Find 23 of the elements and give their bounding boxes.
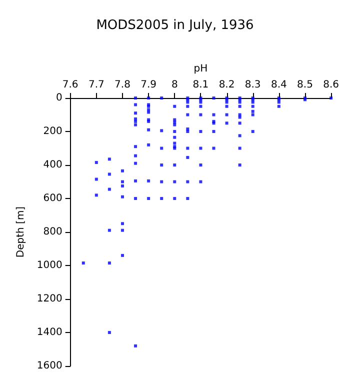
chart-title: MODS2005 in July, 1936 bbox=[96, 18, 254, 33]
y-tick-label: 200 bbox=[43, 126, 62, 137]
y-axis-title: Depth [m] bbox=[16, 206, 26, 258]
y-tick-label: 400 bbox=[43, 160, 62, 170]
y-tick-label: 1200 bbox=[36, 294, 62, 304]
x-tick-label: 7.6 bbox=[62, 80, 78, 90]
x-tick-label: 8.2 bbox=[218, 80, 235, 90]
x-tick-label: 8.4 bbox=[270, 80, 287, 90]
y-tick-label: 1600 bbox=[36, 360, 62, 372]
x-tick-label: 8.5 bbox=[297, 80, 313, 90]
y-tick-label: 0 bbox=[56, 92, 62, 104]
x-tick-label: 7.8 bbox=[114, 80, 130, 90]
x-tick-label: 7.9 bbox=[140, 80, 157, 90]
x-tick-label: 8.1 bbox=[192, 80, 209, 90]
x-tick-label: 8.3 bbox=[244, 80, 261, 90]
y-tick-label: 1400 bbox=[36, 327, 62, 338]
x-axis-title: pH bbox=[194, 64, 208, 74]
x-tick-label: 8 bbox=[171, 80, 178, 90]
y-tick-label: 800 bbox=[43, 226, 62, 238]
x-tick-label: 7.7 bbox=[88, 80, 104, 90]
y-tick-label: 1000 bbox=[36, 260, 62, 271]
x-tick-label: 8.6 bbox=[323, 80, 339, 90]
y-tick-label: 600 bbox=[43, 193, 62, 204]
